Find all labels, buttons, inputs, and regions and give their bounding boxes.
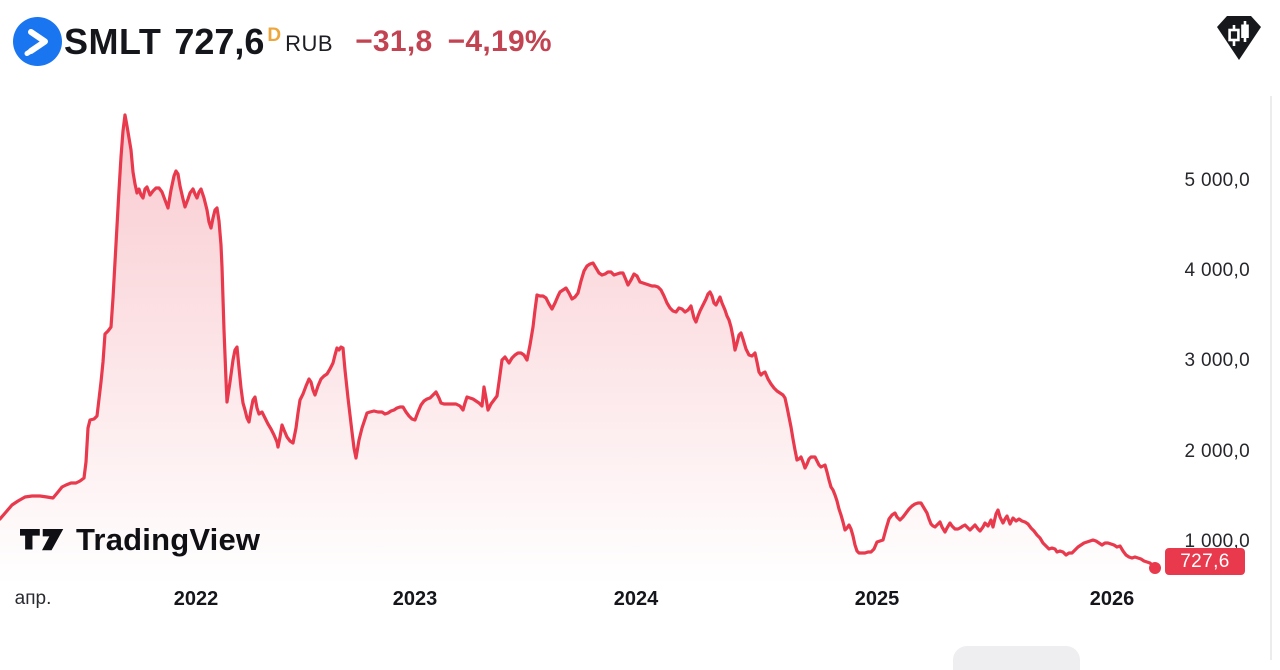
- x-tick-label: 2026: [1089, 588, 1135, 610]
- watermark-text: TradingView: [76, 522, 261, 557]
- tradingview-watermark[interactable]: TradingView: [20, 522, 260, 558]
- x-tick-label: 2024: [613, 588, 659, 610]
- x-tick-label: апр.: [14, 588, 52, 609]
- symbol-logo: [13, 17, 62, 66]
- ticker-symbol: SMLT: [64, 21, 162, 62]
- tradingview-gem-icon[interactable]: [1214, 13, 1264, 63]
- last-price: 727,6: [174, 21, 265, 62]
- x-tick-label: 2023: [392, 588, 438, 610]
- x-tick-label: 2022: [173, 588, 219, 610]
- y-tick-label: 4 000,0: [1184, 260, 1250, 281]
- currency-label: RUB: [285, 31, 334, 56]
- x-tick-label: 2025: [854, 588, 900, 610]
- y-tick-label: 1 000,0: [1184, 531, 1250, 552]
- tradingview-logo-icon: [20, 529, 64, 551]
- y-tick-label: 3 000,0: [1184, 350, 1250, 371]
- chart-line: [0, 113, 1157, 570]
- price-change-percent: −4,19%: [447, 25, 552, 58]
- right-edge-divider: [1270, 96, 1272, 660]
- y-tick-label: 2 000,0: [1184, 441, 1250, 462]
- last-price-badge: 727,6: [1165, 548, 1245, 575]
- samolet-logo-icon: [24, 29, 48, 56]
- chart-area-fill: [0, 115, 1155, 585]
- bottom-sheet-button[interactable]: [953, 646, 1080, 670]
- price-change: −31,8: [355, 25, 433, 58]
- y-tick-label: 5 000,0: [1184, 170, 1250, 191]
- widget-header: SMLT 727,6 D RUB −31,8 −4,19%: [0, 0, 1280, 88]
- last-price-dot: [1149, 562, 1161, 574]
- session-flag: D: [267, 25, 282, 46]
